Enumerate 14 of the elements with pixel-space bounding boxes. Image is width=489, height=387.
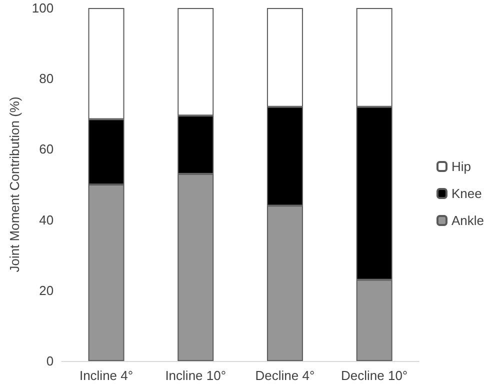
y-tick-label: 80 [39,71,54,86]
x-tick-label: Incline 10° [165,368,226,383]
legend-label: Ankle [451,213,484,228]
y-tick-label: 100 [32,0,54,16]
x-tick-label: Decline 10° [341,368,408,383]
y-tick-label: 40 [39,212,54,228]
y-tick-label: 20 [39,282,54,298]
x-tick-label: Decline 4° [255,368,315,383]
y-tick-label: 0 [46,354,54,368]
x-tick-label: Incline 4° [79,368,134,383]
legend-label: Hip [451,159,471,174]
y-tick-label: 60 [39,142,54,157]
legend-label: Knee [451,186,482,201]
y-axis-title: Joint Moment Contribution (%) [7,96,22,272]
